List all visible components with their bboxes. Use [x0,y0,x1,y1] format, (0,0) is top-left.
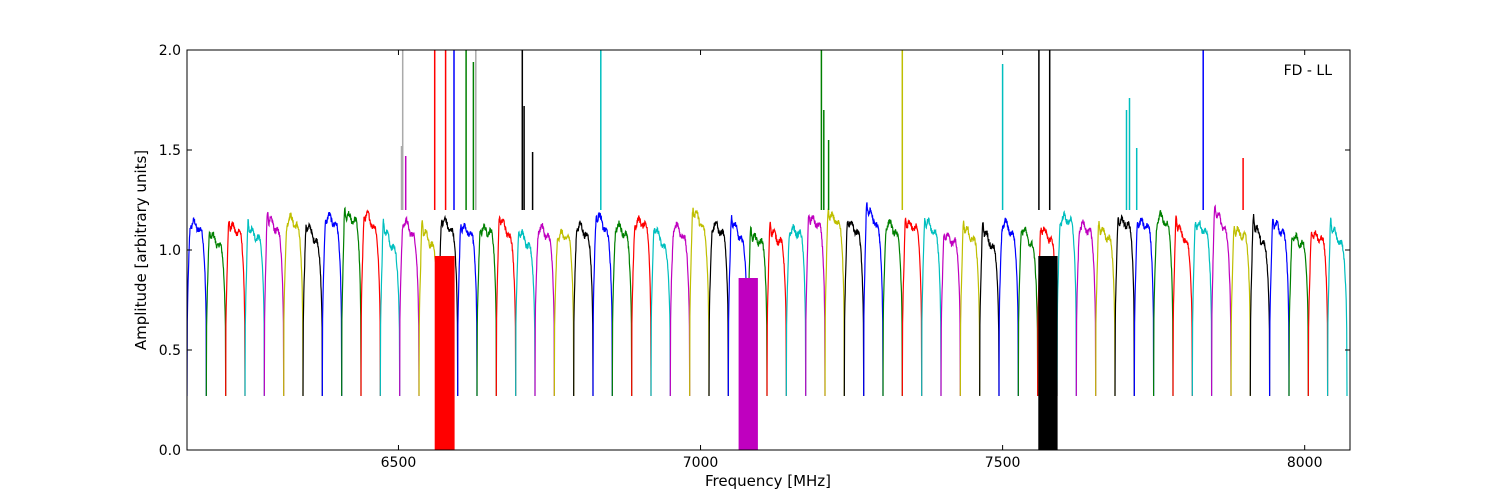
x-tick-label: 6500 [381,455,417,471]
channel-line [631,215,652,397]
x-tick-label: 8000 [1287,455,1323,471]
channel-line [1288,231,1309,397]
channel-line [515,229,536,397]
channel-line [205,230,227,397]
channel-line [689,207,710,397]
axis-ticks: 6500 7000 7500 8000 0.0 0.5 1.0 1.5 2.0 [159,43,1350,471]
channel-line [998,217,1019,397]
channel-line [476,223,497,397]
channel-line [708,220,729,397]
channel-line [379,218,401,397]
channel-line [650,226,671,397]
channel-line [263,211,285,397]
channel-line [669,221,691,397]
y-axis-label: Amplitude [arbitrary units] [132,150,150,350]
channel-line [1152,209,1174,397]
channel-line [283,212,304,397]
channel-line [553,228,575,397]
saturated-band [738,278,758,450]
channel-line [1017,226,1039,397]
channel-line [1307,230,1329,397]
channel-line [1326,217,1348,397]
channel-line [187,217,207,397]
channel-line [882,219,903,397]
channel-line [573,220,594,397]
channel-line [225,220,246,397]
channel-line [747,225,768,397]
channel-line [1037,226,1058,397]
channel-line [959,220,981,397]
channel-line [863,202,884,397]
y-tick-label: 1.5 [159,143,181,159]
channel-line [979,222,1000,397]
channel-line [437,214,459,397]
interference-layer [400,50,1244,450]
channel-line [1056,210,1077,397]
channel-line [457,222,478,397]
channel-line [360,209,381,397]
channel-line [399,215,420,397]
y-tick-label: 0.5 [159,343,181,359]
channel-line [1075,219,1097,397]
channel-line [1172,215,1193,397]
y-tick-label: 0.0 [159,443,181,459]
x-tick-label: 7000 [683,455,719,471]
channel-line [824,208,845,397]
channel-line [843,220,865,397]
channel-line [785,224,807,397]
x-axis-label: Frequency [MHz] [705,472,831,490]
x-tick-label: 7500 [985,455,1021,471]
channel-line [1191,220,1213,397]
channel-line [921,217,942,397]
channel-line [1268,218,1290,397]
channel-line [611,220,633,397]
channel-line [302,221,323,397]
y-tick-label: 2.0 [159,43,181,59]
channel-line [321,212,343,397]
channel-line [727,215,749,397]
channel-line [1095,220,1116,397]
channel-line [244,218,265,397]
saturated-band [1038,256,1058,450]
channel-line [1133,217,1155,397]
channel-line [1210,204,1232,397]
channel-line [1249,213,1271,397]
channel-line [341,206,362,397]
chart-annotation: FD - LL [1284,63,1333,79]
channel-series-layer [187,202,1348,397]
channel-line [901,217,923,397]
saturated-band [434,256,455,450]
channel-line [940,232,961,397]
channel-line [495,214,517,397]
channel-line [1114,214,1135,397]
channel-line [534,223,555,397]
y-tick-label: 1.0 [159,243,181,259]
channel-line [592,211,613,397]
channel-line [766,221,787,397]
channel-line [805,213,826,397]
channel-line [1230,225,1251,397]
